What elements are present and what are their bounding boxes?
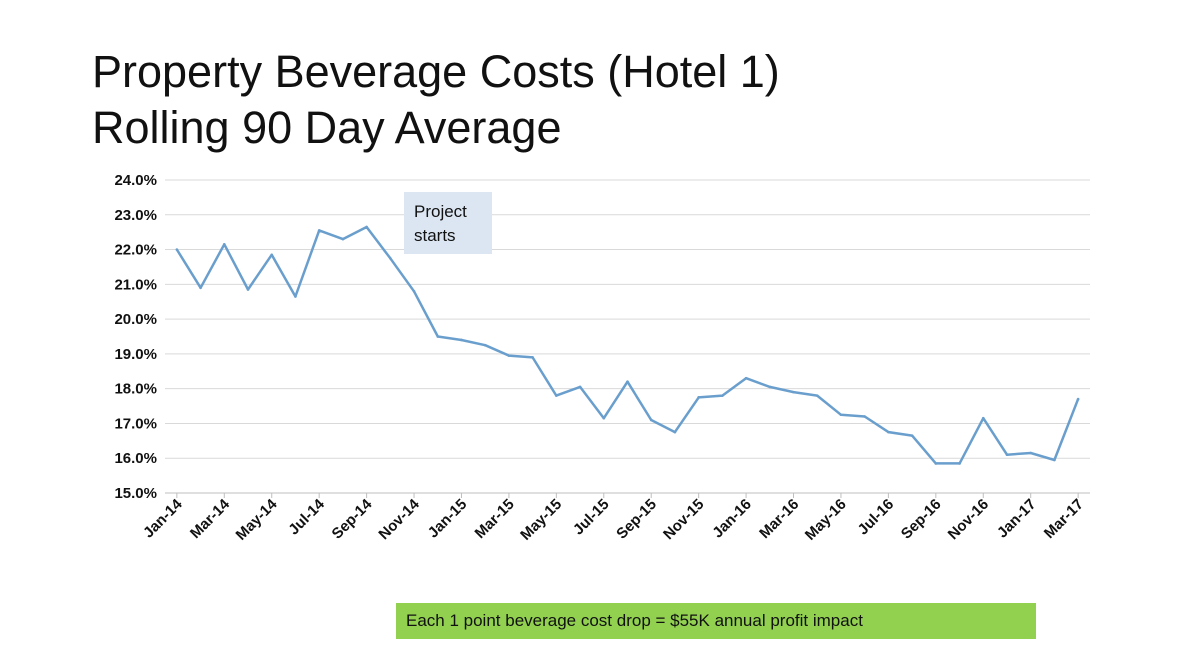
x-tick-label: Jul-15 — [570, 496, 613, 539]
y-tick-label: 24.0% — [114, 172, 157, 189]
x-tick-label: Jul-16 — [855, 496, 898, 539]
data-point — [389, 256, 392, 260]
data-point — [887, 430, 890, 434]
y-tick-label: 23.0% — [114, 207, 157, 224]
data-point — [649, 418, 653, 422]
x-tick-label: Mar-15 — [472, 496, 518, 542]
data-point — [175, 248, 179, 251]
data-point — [697, 396, 700, 399]
data-point — [270, 253, 274, 257]
y-tick-label: 15.0% — [114, 485, 157, 502]
data-point — [744, 376, 748, 380]
series-line — [175, 225, 1080, 465]
data-point — [246, 288, 250, 291]
data-point — [602, 416, 606, 420]
data-point — [981, 416, 985, 420]
x-tick-label: Nov-14 — [375, 495, 423, 543]
data-point — [958, 462, 961, 465]
y-tick-label: 20.0% — [114, 311, 157, 328]
profit-impact-note: Each 1 point beverage cost drop = $55K a… — [396, 603, 1036, 639]
y-tick-label: 17.0% — [114, 415, 157, 432]
slide-title-line-2: Rolling 90 Day Average — [92, 102, 562, 153]
y-axis: 15.0% 16.0% 17.0% 18.0% 19.0% 20.0% 21.0% 22.0%… — [114, 172, 157, 502]
x-tick-label: May-16 — [802, 496, 850, 544]
x-tick-label: Jan-16 — [709, 496, 755, 542]
x-tick-label: May-15 — [517, 496, 565, 544]
data-point — [863, 415, 866, 418]
data-point — [815, 394, 819, 397]
data-point — [555, 394, 558, 397]
x-axis: Jan-14 Mar-14 May-14 Jul-14 Sep-14 Nov-14 Jan-… — [140, 492, 1090, 544]
data-point — [1076, 397, 1080, 401]
data-point — [839, 413, 843, 417]
x-tick-label: Jul-14 — [285, 495, 328, 538]
data-point — [294, 295, 297, 298]
data-point — [721, 394, 724, 397]
x-tick-label: Mar-16 — [756, 496, 802, 542]
data-point — [222, 243, 226, 246]
project-starts-annotation: Project starts — [404, 192, 492, 254]
series-group — [175, 225, 1080, 465]
y-tick-label: 16.0% — [114, 450, 157, 467]
data-point — [483, 343, 487, 347]
data-point — [1053, 458, 1056, 462]
y-tick-label: 19.0% — [114, 346, 157, 363]
y-tick-label: 18.0% — [114, 381, 157, 398]
data-point — [768, 385, 772, 389]
y-tick-label: 21.0% — [114, 276, 157, 293]
x-tick-label: May-14 — [233, 495, 281, 543]
x-tick-label: Nov-15 — [660, 496, 707, 543]
slide-title: Property Beverage Costs (Hotel 1) Rollin… — [92, 44, 780, 156]
data-point — [507, 354, 511, 357]
x-tick-label: Jan-17 — [994, 496, 1040, 542]
data-point — [934, 462, 938, 465]
x-tick-label: Sep-16 — [898, 496, 945, 543]
x-tick-label: Nov-16 — [945, 496, 992, 543]
data-point — [531, 356, 534, 359]
data-point — [673, 430, 677, 434]
slide-title-line-1: Property Beverage Costs (Hotel 1) — [92, 46, 780, 97]
data-point — [910, 434, 914, 437]
x-tick-label: Mar-14 — [187, 495, 234, 542]
data-point — [1005, 453, 1009, 457]
data-point — [436, 335, 440, 338]
data-point — [341, 237, 345, 241]
data-point — [626, 380, 629, 384]
x-tick-label: Sep-14 — [329, 495, 376, 542]
data-point — [199, 286, 202, 290]
data-point — [792, 390, 795, 394]
x-tick-label: Mar-17 — [1041, 496, 1087, 542]
data-point — [365, 225, 368, 229]
data-point — [412, 289, 416, 293]
data-point — [578, 385, 582, 389]
x-tick-label: Jan-15 — [425, 496, 471, 542]
y-tick-label: 22.0% — [114, 242, 157, 259]
data-point — [460, 338, 463, 342]
gridlines — [165, 179, 1090, 459]
data-point — [1029, 451, 1033, 455]
data-point — [317, 229, 321, 232]
x-tick-label: Sep-15 — [613, 496, 660, 543]
x-tick-label: Jan-14 — [140, 495, 186, 541]
